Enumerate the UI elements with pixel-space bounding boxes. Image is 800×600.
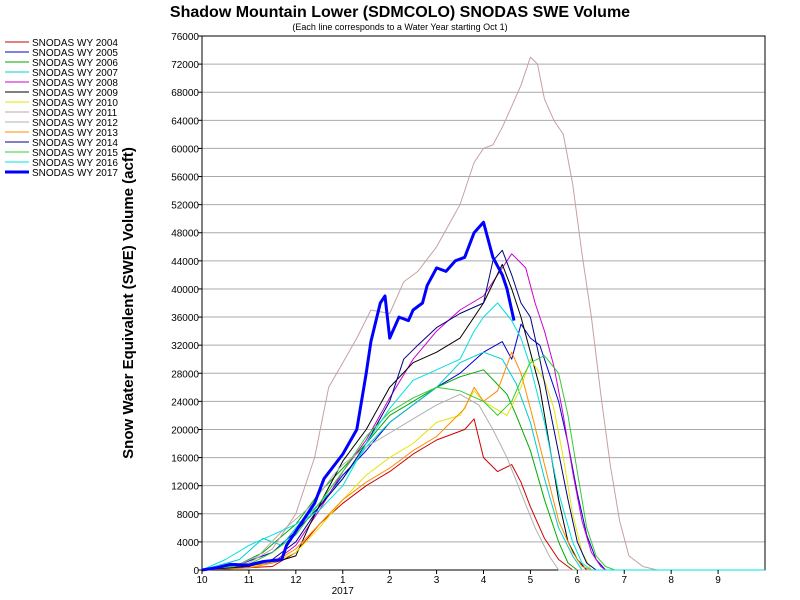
x-tick-label: 1 bbox=[340, 575, 346, 586]
y-tick-label: 64000 bbox=[171, 116, 199, 127]
legend-label: SNODAS WY 2016 bbox=[32, 158, 118, 169]
y-tick-label: 0 bbox=[193, 566, 199, 577]
legend-label: SNODAS WY 2007 bbox=[32, 68, 118, 79]
y-tick-label: 48000 bbox=[171, 229, 199, 240]
legend-label: SNODAS WY 2010 bbox=[32, 98, 118, 109]
chart-subtitle: (Each line corresponds to a Water Year s… bbox=[292, 22, 507, 32]
x-tick-label: 11 bbox=[244, 575, 255, 586]
series-line-snodas-wy-2005 bbox=[201, 323, 765, 571]
legend-label: SNODAS WY 2008 bbox=[32, 78, 118, 89]
y-tick-label: 12000 bbox=[171, 482, 199, 493]
x-tick-label: 6 bbox=[575, 575, 581, 586]
x-tick-label: 5 bbox=[528, 575, 534, 586]
y-axis-label: Snow Water Equivalent (SWE) Volume (acft… bbox=[120, 147, 137, 459]
y-tick-label: 40000 bbox=[171, 285, 199, 296]
y-tick-label: 68000 bbox=[171, 88, 199, 99]
y-tick-label: 76000 bbox=[171, 32, 199, 43]
x-tick-label: 10 bbox=[196, 575, 208, 586]
legend-label: SNODAS WY 2009 bbox=[32, 88, 118, 99]
series-line-snodas-wy-2014 bbox=[201, 249, 765, 571]
x-tick-label: 3 bbox=[434, 575, 440, 586]
chart-title: Shadow Mountain Lower (SDMCOLO) SNODAS S… bbox=[170, 4, 630, 21]
y-tick-label: 72000 bbox=[171, 60, 199, 71]
x-tick-label: 9 bbox=[715, 575, 721, 586]
y-axis-ticks: 0 4000 8000 12000 16000 20000 24000 28000 32000 3… bbox=[171, 32, 202, 577]
x-tick-label: 12 bbox=[290, 575, 302, 586]
legend-label: SNODAS WY 2006 bbox=[32, 58, 118, 69]
x-year-label: 2017 bbox=[332, 586, 355, 597]
legend-label: SNODAS WY 2015 bbox=[32, 148, 118, 159]
legend-label: SNODAS WY 2004 bbox=[32, 38, 118, 49]
y-tick-label: 52000 bbox=[171, 201, 199, 212]
x-tick-label: 7 bbox=[621, 575, 627, 586]
y-tick-label: 44000 bbox=[171, 257, 199, 268]
series-line-snodas-wy-2016 bbox=[201, 302, 765, 571]
x-tick-label: 8 bbox=[668, 575, 674, 586]
series-line-snodas-wy-2009 bbox=[201, 263, 765, 571]
legend-label: SNODAS WY 2011 bbox=[32, 108, 118, 119]
y-tick-label: 56000 bbox=[171, 173, 199, 184]
series-line-snodas-wy-2013 bbox=[201, 351, 765, 571]
legend-label: SNODAS WY 2013 bbox=[32, 128, 118, 139]
series-line-snodas-wy-2011 bbox=[201, 56, 765, 571]
legend-label: SNODAS WY 2012 bbox=[32, 118, 118, 129]
series-line-snodas-wy-2012 bbox=[201, 393, 765, 571]
legend-label: SNODAS WY 2014 bbox=[32, 138, 118, 149]
legend-label: SNODAS WY 2005 bbox=[32, 48, 118, 59]
y-tick-label: 32000 bbox=[171, 341, 199, 352]
series-line-snodas-wy-2006 bbox=[201, 369, 765, 571]
x-tick-label: 2 bbox=[387, 575, 393, 586]
y-tick-label: 36000 bbox=[171, 313, 199, 324]
y-tick-label: 24000 bbox=[171, 397, 199, 408]
y-tick-label: 8000 bbox=[177, 510, 200, 521]
series-line-snodas-wy-2008 bbox=[201, 253, 765, 571]
series-line-snodas-wy-2010 bbox=[201, 358, 765, 571]
series-line-snodas-wy-2007 bbox=[201, 351, 765, 571]
y-tick-label: 28000 bbox=[171, 369, 199, 380]
legend-label: SNODAS WY 2017 bbox=[32, 168, 118, 179]
y-tick-label: 60000 bbox=[171, 144, 199, 155]
y-tick-label: 16000 bbox=[171, 454, 199, 465]
series-line-snodas-wy-2015 bbox=[201, 355, 765, 571]
y-tick-label: 4000 bbox=[177, 538, 200, 549]
x-tick-label: 4 bbox=[481, 575, 487, 586]
y-tick-label: 20000 bbox=[171, 425, 199, 436]
series-layer bbox=[201, 56, 765, 572]
gridlines bbox=[202, 63, 765, 543]
series-line-snodas-wy-2017 bbox=[201, 220, 516, 572]
